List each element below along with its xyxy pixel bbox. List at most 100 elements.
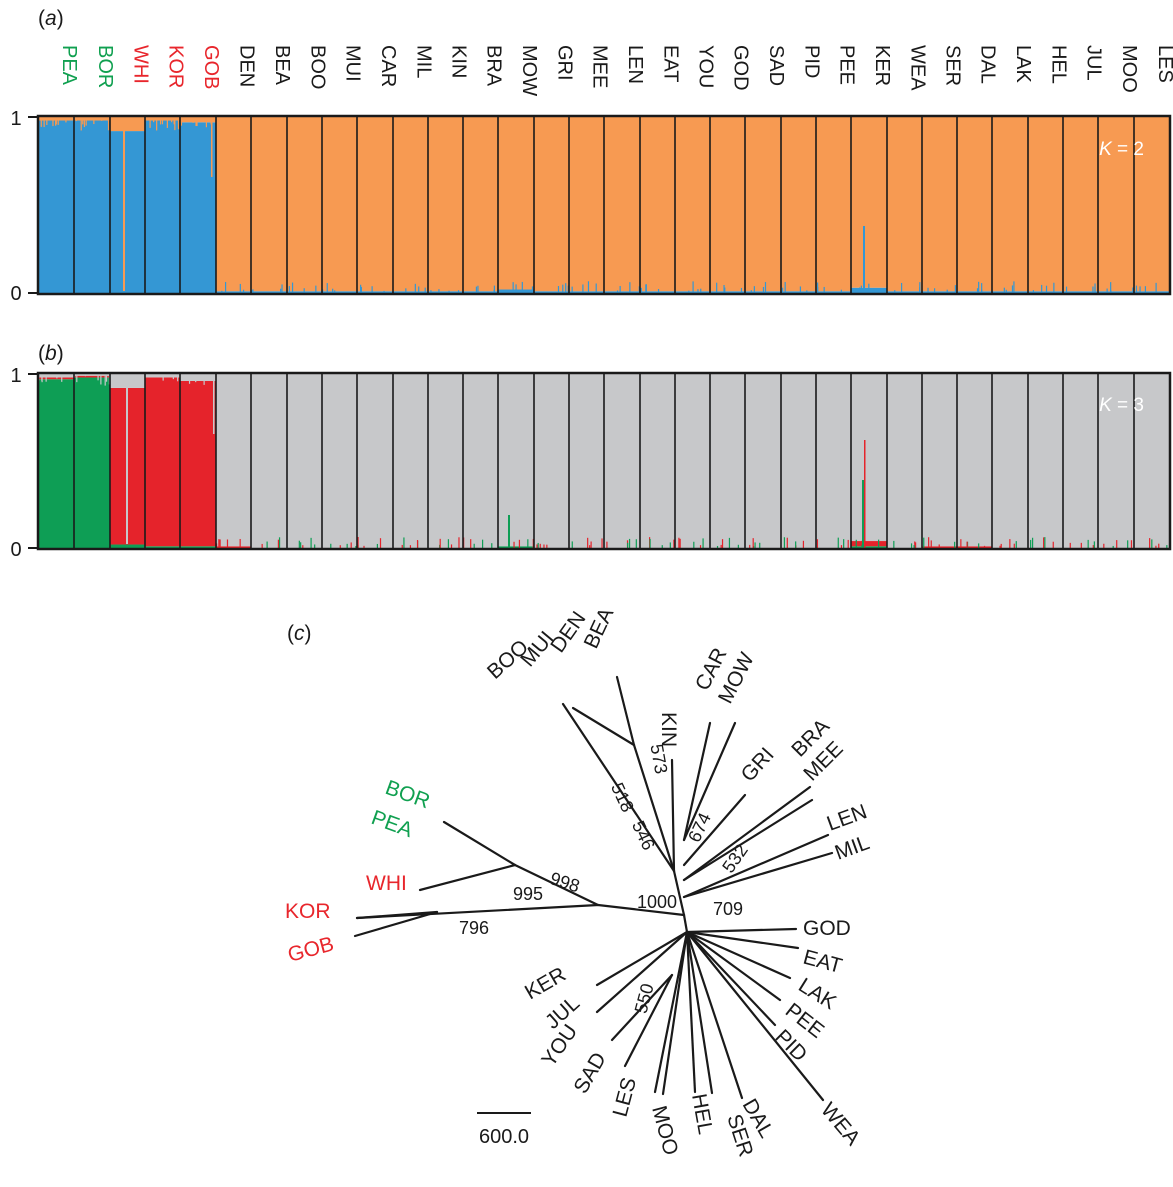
- spike-a: [85, 117, 87, 126]
- spike-a: [806, 290, 808, 293]
- bar-a-lak-cluster-2: [992, 117, 1028, 292]
- spike-b: [635, 539, 637, 548]
- spike-b: [754, 542, 756, 548]
- bar-a-dal-cluster-2: [957, 117, 992, 292]
- spike-a: [692, 281, 694, 293]
- tree-branch: [682, 913, 689, 934]
- spike-b: [118, 374, 120, 377]
- spike-a: [141, 117, 143, 120]
- spike-a: [1106, 288, 1108, 293]
- tree-branch: [653, 930, 689, 1094]
- bar-b-kor-cluster-2: [145, 377, 180, 547]
- tree-branch: [682, 721, 712, 842]
- bars-a: [38, 117, 1170, 294]
- spike-b: [1043, 537, 1045, 548]
- spike-b: [1116, 540, 1118, 548]
- panel-c-phylogenetic-tree: (c) BEADENMUIBOOKINCARMOWGRIBRAMEELENMIL…: [285, 604, 873, 1159]
- population-label-ser: SER: [942, 45, 964, 86]
- spike-b: [1130, 540, 1133, 548]
- spike-b: [749, 544, 751, 548]
- spike-a: [894, 290, 896, 293]
- bar-a-god-cluster-2: [710, 117, 745, 292]
- spike-a: [418, 286, 420, 293]
- spike-b: [97, 374, 99, 381]
- spike-b: [481, 539, 484, 548]
- spike-b: [1044, 537, 1046, 548]
- bar-b-kor-cluster-1: [145, 546, 180, 548]
- spike-a: [177, 117, 180, 130]
- population-label-whi: WHI: [130, 45, 152, 84]
- spike-a: [332, 288, 334, 293]
- spike-a: [149, 117, 151, 128]
- spike-b: [55, 374, 57, 377]
- tree-branch: [682, 721, 737, 842]
- spike-a: [750, 290, 752, 293]
- spike-b: [277, 539, 280, 548]
- bar-a-hel-cluster-1: [1028, 291, 1063, 293]
- tree-branch: [595, 930, 689, 987]
- bar-a-jul-cluster-2: [1063, 117, 1098, 292]
- spike-b: [669, 542, 671, 548]
- spike-b: [518, 539, 521, 548]
- tree-branch: [561, 702, 676, 873]
- spike-b: [606, 541, 608, 548]
- spike-b: [278, 537, 281, 548]
- bar-a-bra-cluster-1: [463, 291, 498, 293]
- spike-a: [224, 282, 227, 293]
- bar-b-bea-cluster-3: [251, 374, 287, 548]
- spike-b: [76, 374, 78, 383]
- spike-b: [104, 374, 106, 386]
- tree-branch: [632, 743, 676, 873]
- bar-a-dal-cluster-1: [957, 291, 992, 293]
- spike-b: [1013, 543, 1015, 548]
- spike-a-whi: [123, 117, 125, 291]
- spike-b: [339, 545, 341, 548]
- spike-b: [914, 541, 916, 548]
- spike-a: [414, 283, 416, 293]
- tip-label-mil: MIL: [832, 831, 873, 865]
- spike-a: [978, 281, 980, 293]
- tree-branch: [682, 851, 834, 899]
- spike-a: [75, 117, 77, 122]
- spike-b: [1080, 542, 1082, 548]
- tree-branch: [595, 930, 689, 1014]
- spike-a: [174, 117, 176, 131]
- bar-b-dal-cluster-2: [957, 546, 992, 548]
- bar-b-mui-cluster-3: [322, 374, 357, 548]
- spike-a: [156, 117, 158, 131]
- population-label-wea: WEA: [907, 45, 929, 91]
- bar-a-jul-cluster-1: [1063, 291, 1098, 293]
- population-labels-a: PEA BOR WHI KOR GOB DEN BEA BOO MUI CAR MIL KIN BRA M…: [58, 45, 1173, 96]
- bootstrap-value: 546: [628, 818, 659, 854]
- population-label-len: LEN: [624, 45, 646, 84]
- spike-a: [159, 117, 162, 125]
- spike-a: [716, 282, 718, 293]
- spike-a: [121, 117, 124, 124]
- spike-b: [239, 538, 241, 548]
- population-label-les: LES: [1154, 45, 1173, 83]
- spike-b: [702, 538, 704, 548]
- spike-a: [1013, 281, 1015, 293]
- bootstrap-value: 796: [459, 918, 489, 938]
- population-label-lak: LAK: [1012, 45, 1034, 83]
- bar-a-den-cluster-1: [216, 291, 251, 293]
- spike-a: [784, 281, 786, 293]
- spike-a: [1139, 286, 1141, 293]
- population-label-kin: KIN: [448, 45, 470, 78]
- spike-a: [303, 288, 305, 293]
- spike-a: [531, 286, 534, 293]
- spike-b: [910, 543, 913, 548]
- tree-branch: [682, 833, 830, 899]
- bar-a-bea-cluster-2: [251, 117, 287, 292]
- spike-a: [1005, 289, 1007, 293]
- tree-branches: [353, 675, 834, 1102]
- population-label-bor: BOR: [94, 45, 116, 88]
- spike-b: [716, 545, 719, 548]
- spike-b: [537, 542, 539, 548]
- y-tick-label-1-b: 1: [10, 365, 21, 387]
- spike-b: [1030, 539, 1032, 548]
- spike-b: [61, 374, 63, 382]
- spike-b-whi: [126, 374, 128, 544]
- spike-b: [298, 540, 300, 548]
- bar-a-mui-cluster-1: [322, 291, 357, 293]
